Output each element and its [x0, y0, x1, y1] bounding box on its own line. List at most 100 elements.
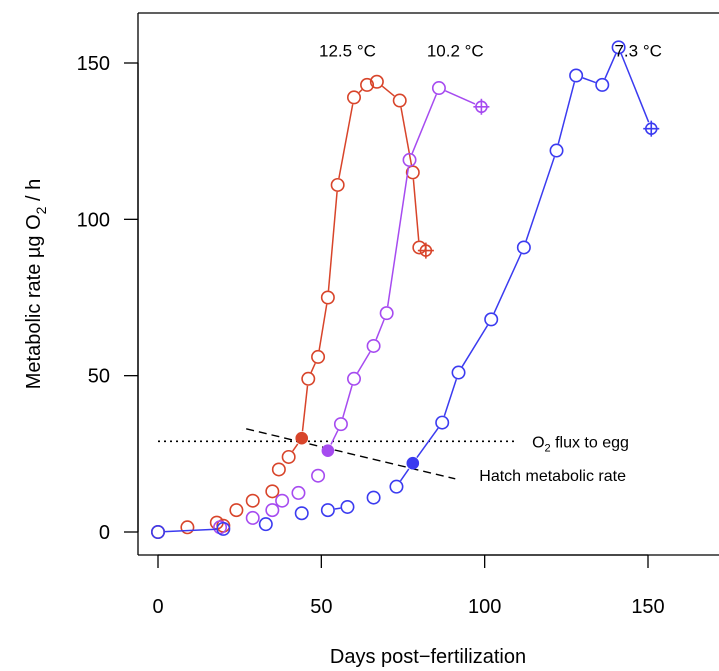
data-point [330, 177, 345, 192]
data-point [412, 240, 427, 255]
series-layer [151, 40, 660, 539]
y-axis-title: Metabolic rate µg O2 / h [23, 179, 49, 390]
annotations: 12.5 °C 10.2 °C 7.3 °C O2 flux to egg Hatch … [319, 41, 662, 484]
data-point [151, 524, 166, 539]
data-point [595, 77, 610, 92]
x-tick-label: 50 [310, 596, 332, 618]
data-point [611, 40, 626, 55]
data-point [275, 493, 290, 508]
data-point [405, 165, 420, 180]
series-connector [461, 324, 489, 367]
series-connector [338, 104, 354, 179]
data-point [333, 417, 348, 432]
series-connector [493, 253, 522, 314]
data-point [484, 312, 499, 327]
y-tick-label: 0 [99, 522, 110, 544]
data-point [549, 143, 564, 158]
series-connector [525, 156, 556, 242]
data-point [346, 371, 361, 386]
data-point [311, 468, 326, 483]
data-point [379, 306, 394, 321]
hatch-metabolic-rate-line [246, 428, 456, 480]
series-1 [151, 74, 434, 539]
hatch-point [406, 456, 420, 470]
hatch-point [295, 431, 309, 445]
data-point [311, 349, 326, 364]
y-axis-title-sub: 2 [33, 206, 49, 214]
data-point [451, 365, 466, 380]
series-connector [342, 385, 353, 418]
data-point [366, 490, 381, 505]
data-point [569, 68, 584, 83]
data-point [180, 520, 195, 535]
reference-lines [158, 428, 515, 480]
series-connector [358, 89, 363, 94]
y-tick-label: 50 [88, 366, 110, 388]
data-point [258, 517, 273, 532]
series-connector [318, 304, 328, 351]
data-point [301, 371, 316, 386]
series-connector [557, 82, 576, 144]
series-connector [301, 385, 309, 432]
series-connector [381, 85, 395, 97]
y-tick-label: 100 [77, 209, 110, 231]
data-point [369, 74, 384, 89]
data-point [346, 90, 361, 105]
series-connector [416, 427, 439, 458]
data-point [389, 479, 404, 494]
data-point [366, 338, 381, 353]
data-point [435, 415, 450, 430]
series-3 [151, 40, 660, 539]
data-point [271, 462, 286, 477]
series-connector [411, 94, 437, 154]
data-point [245, 493, 260, 508]
data-point [265, 503, 280, 518]
series-connector [375, 319, 385, 340]
data-point [291, 485, 306, 500]
plot-frame [137, 12, 719, 556]
series-connector [292, 443, 299, 452]
series-connector [330, 430, 339, 445]
data-point [294, 506, 309, 521]
series-connector [334, 507, 341, 510]
data-point [229, 503, 244, 518]
data-point [216, 521, 231, 536]
data-point [431, 81, 446, 96]
series-connector [412, 179, 420, 241]
data-point [392, 93, 407, 108]
data-point [265, 484, 280, 499]
series-connector [310, 362, 316, 373]
series-connector [582, 77, 596, 84]
series-connector [356, 351, 371, 374]
o2-flux-label: O2 flux to egg [532, 434, 629, 454]
series-connector [400, 107, 413, 166]
data-point [360, 77, 375, 92]
x-tick-label: 150 [631, 596, 664, 618]
series-label: 12.5 °C [319, 41, 376, 60]
series-connector [327, 191, 338, 291]
data-point [516, 240, 531, 255]
series-connector [164, 528, 217, 533]
data-point [281, 449, 296, 464]
series-connector [386, 166, 410, 307]
data-point [402, 152, 417, 167]
series-connector [604, 53, 617, 79]
y-axis-title-main: Metabolic rate µg O [23, 214, 45, 389]
series-label: 7.3 °C [614, 41, 661, 60]
data-point [320, 503, 335, 518]
data-point [340, 499, 355, 514]
series-connector [620, 53, 650, 123]
series-connector [399, 468, 410, 482]
hatch-metabolic-rate-label: Hatch metabolic rate [479, 468, 626, 485]
y-axis-title-tail: / h [23, 179, 45, 207]
x-axis-title: Days post−fertilization [330, 646, 526, 668]
hatch-point [321, 444, 335, 458]
x-axis: 0 50 100 150 [152, 554, 665, 618]
series-connector [443, 378, 458, 417]
x-tick-label: 100 [468, 596, 501, 618]
series-connector [445, 90, 476, 105]
data-point [320, 290, 335, 305]
series-label: 10.2 °C [427, 41, 484, 60]
series-2 [213, 81, 490, 535]
